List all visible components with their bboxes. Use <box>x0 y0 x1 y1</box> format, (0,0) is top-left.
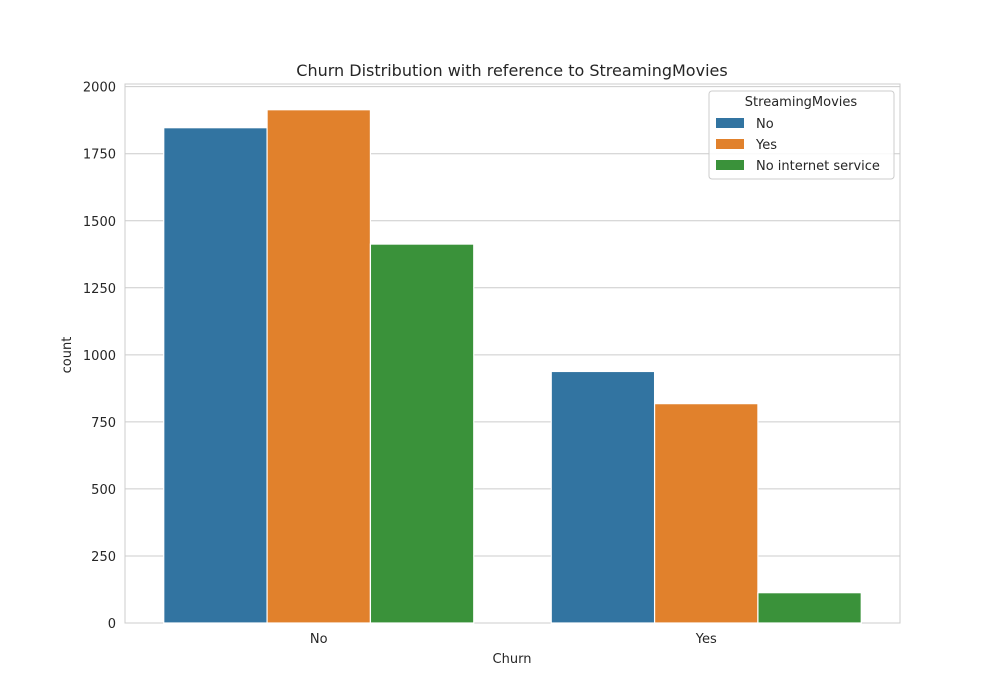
y-tick-label: 0 <box>108 617 116 632</box>
bar <box>653 403 759 624</box>
x-tick-label: No <box>310 632 328 647</box>
legend-swatch <box>716 139 744 149</box>
y-tick-label: 250 <box>91 550 116 565</box>
x-ticks: No Yes <box>310 632 717 647</box>
y-tick-label: 2000 <box>83 81 116 96</box>
y-tick-label: 1750 <box>83 148 116 163</box>
y-tick-label: 1500 <box>83 215 116 230</box>
bars-layer <box>163 109 862 624</box>
legend-title: StreamingMovies <box>745 95 858 110</box>
plot-frame <box>124 83 901 624</box>
y-ticks: 0 250 500 750 1000 1250 1500 1750 2000 <box>83 81 116 632</box>
legend-swatch <box>716 160 744 170</box>
legend: StreamingMovies No Yes No internet service <box>708 90 895 180</box>
x-tick-label: Yes <box>695 632 717 647</box>
legend-label: No <box>756 117 774 132</box>
x-axis-label: Churn <box>493 652 532 667</box>
bar <box>266 109 372 624</box>
legend-swatch <box>716 118 744 128</box>
bar <box>369 243 475 624</box>
bar <box>757 592 862 624</box>
y-tick-label: 500 <box>91 483 116 498</box>
legend-items: No Yes No internet service <box>716 117 880 174</box>
legend-label: Yes <box>755 138 777 153</box>
y-axis-label: count <box>60 337 75 374</box>
y-tick-label: 750 <box>91 416 116 431</box>
y-tick-label: 1000 <box>83 349 116 364</box>
legend-box <box>708 90 895 180</box>
legend-label: No internet service <box>756 159 880 174</box>
y-tick-label: 1250 <box>83 282 116 297</box>
chart-title: Churn Distribution with reference to Str… <box>296 61 727 80</box>
bar <box>550 370 656 624</box>
bar <box>163 127 268 624</box>
